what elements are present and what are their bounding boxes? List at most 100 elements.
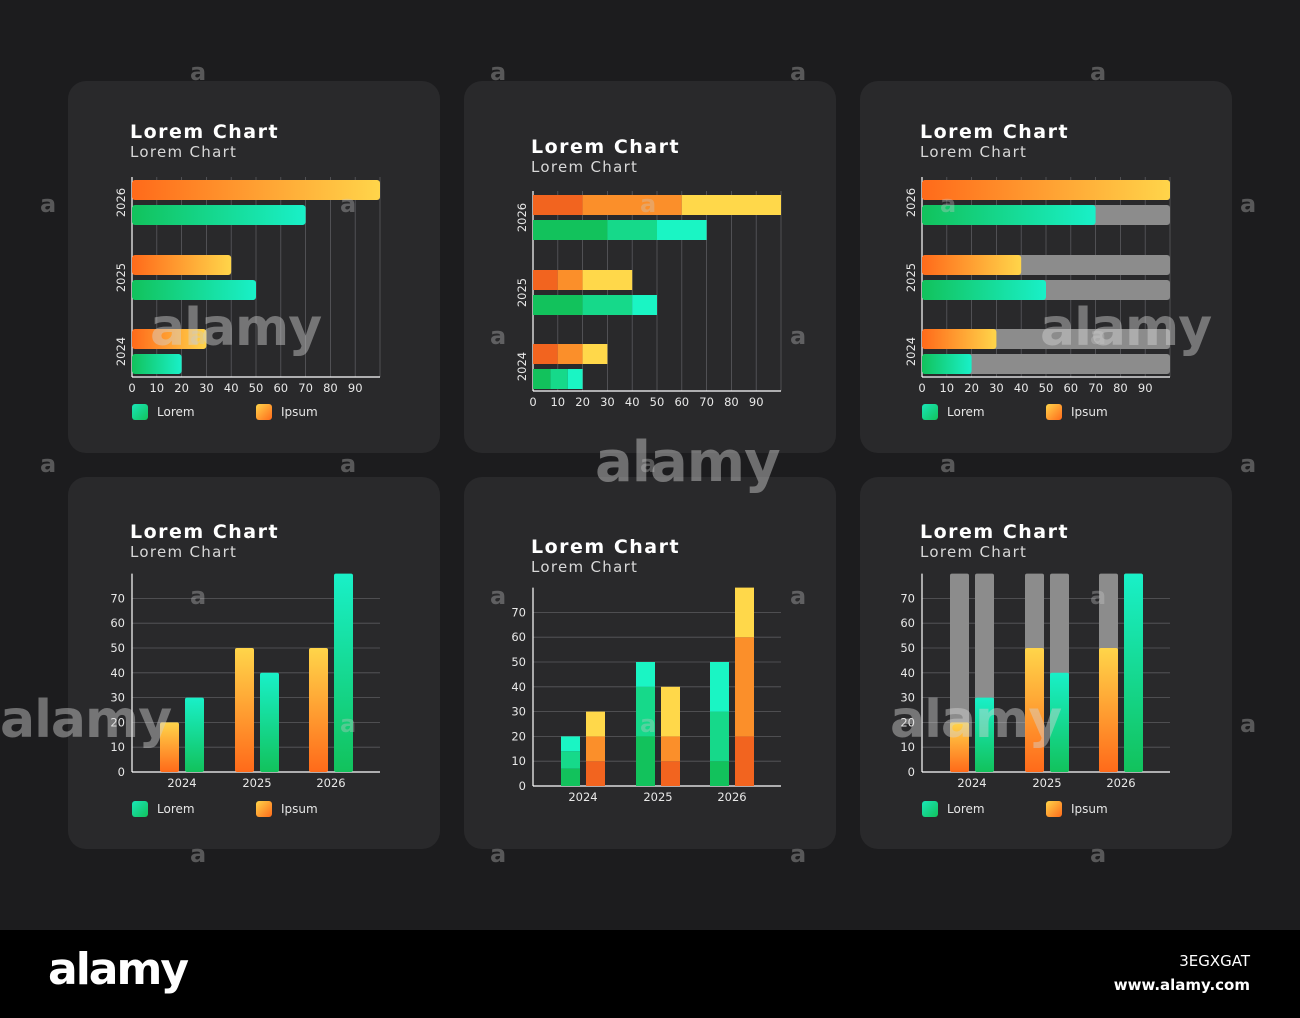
tick-label: 10 (900, 740, 915, 754)
chart-plot: 0 10 20 30 40 50 60 70 80 90 2024 2025 2026 (114, 177, 381, 395)
watermark-mark: a (1240, 450, 1257, 478)
watermark-mark: a (1090, 582, 1107, 610)
bar (922, 255, 1022, 275)
tick-label: 60 (900, 616, 915, 630)
bar-segment (661, 736, 680, 762)
tick-label: 40 (511, 680, 526, 694)
chart-legend: Lorem Ipsum (922, 801, 1170, 817)
watermark-mark: a (190, 582, 207, 610)
legend-item-ipsum: Ipsum (256, 404, 380, 420)
tick-label: 10 (550, 395, 565, 409)
category-label: 2024 (568, 790, 597, 804)
footer-image-id: 3EGXGAT (1179, 952, 1250, 970)
bar-segment (550, 369, 568, 389)
bar-segment (582, 295, 633, 315)
watermark-mark: a (490, 840, 507, 868)
legend-swatch-green (922, 801, 938, 817)
chart-subtitle: Lorem Chart (920, 143, 1028, 161)
bar-segment (561, 768, 580, 786)
watermark-mark: a (340, 710, 357, 738)
chart-card-progress-vertical-bars: Lorem Chart Lorem Chart 0 10 20 30 40 50 60 70 2… (860, 477, 1232, 849)
legend-label: Ipsum (281, 405, 318, 419)
tick-label: 30 (989, 381, 1004, 395)
tick-label: 20 (575, 395, 590, 409)
bar-segment (607, 220, 657, 240)
chart-plot: 0 10 20 30 40 50 60 70 2024 2025 2026 (110, 573, 380, 790)
chart-title: Lorem Chart (130, 521, 280, 543)
tick-label: 60 (273, 381, 288, 395)
bar-segment (561, 751, 580, 769)
bar (922, 329, 997, 349)
tick-label: 0 (908, 765, 915, 779)
bar (309, 648, 328, 772)
watermark-mark: a (790, 58, 807, 86)
bar (132, 180, 380, 200)
tick-label: 20 (174, 381, 189, 395)
tick-label: 40 (625, 395, 640, 409)
tick-label: 60 (110, 616, 125, 630)
tick-label: 50 (249, 381, 264, 395)
chart-plot: 0 10 20 30 40 50 60 70 2024 2025 2026 (511, 587, 781, 804)
chart-title: Lorem Chart (531, 136, 681, 158)
category-label: 2024 (515, 352, 529, 381)
watermark-mark: a (790, 582, 807, 610)
tick-label: 10 (939, 381, 954, 395)
tick-label: 40 (110, 666, 125, 680)
legend-swatch-orange (1046, 404, 1062, 420)
bar (1124, 573, 1143, 772)
tick-label: 30 (600, 395, 615, 409)
footer-url: www.alamy.com (1113, 976, 1250, 994)
watermark-mark: a (640, 450, 657, 478)
watermark-mark: a (190, 58, 207, 86)
chart-legend: Lorem Ipsum (132, 404, 380, 420)
bar (334, 573, 353, 772)
chart-subtitle: Lorem Chart (531, 158, 639, 176)
watermark-mark: a (1090, 58, 1107, 86)
bar (132, 255, 232, 275)
tick-label: 70 (511, 605, 526, 619)
bar-segment (636, 686, 655, 737)
bar-segment (582, 270, 633, 290)
category-label: 2024 (167, 776, 196, 790)
bar-segment (661, 686, 680, 737)
chart-subtitle: Lorem Chart (130, 543, 238, 561)
bar (975, 697, 994, 772)
chart-subtitle: Lorem Chart (531, 558, 639, 576)
tick-label: 70 (298, 381, 313, 395)
bar-segment (735, 637, 754, 737)
tick-label: 20 (900, 715, 915, 729)
tick-label: 40 (1014, 381, 1029, 395)
watermark-mark: a (1090, 840, 1107, 868)
tick-label: 20 (511, 729, 526, 743)
bar-track (922, 354, 1170, 374)
bar (1050, 672, 1069, 772)
tick-label: 90 (749, 395, 764, 409)
chart-card-vertical-bars: Lorem Chart Lorem Chart 0 10 20 30 40 50 60 70 2… (68, 477, 440, 849)
watermark-logo: alamy (595, 430, 781, 495)
bar-segment (533, 344, 558, 364)
legend-label: Lorem (947, 405, 985, 419)
tick-label: 70 (900, 591, 915, 605)
tick-label: 70 (110, 591, 125, 605)
bar (235, 648, 254, 772)
category-label: 2026 (515, 203, 529, 232)
legend-swatch-orange (256, 404, 272, 420)
category-label: 2025 (643, 790, 672, 804)
legend-item-lorem: Lorem (132, 404, 256, 420)
chart-card-horizontal-bars: Lorem Chart Lorem Chart 0 10 20 30 40 50 60 70 8… (68, 81, 440, 453)
tick-label: 10 (110, 740, 125, 754)
bar-segment (661, 761, 680, 786)
legend-item-ipsum: Ipsum (1046, 404, 1170, 420)
chart-title: Lorem Chart (920, 121, 1070, 143)
tick-label: 40 (900, 666, 915, 680)
bar-segment (636, 662, 655, 687)
category-label: 2024 (957, 776, 986, 790)
bar-segment (657, 220, 707, 240)
watermark-mark: a (1240, 710, 1257, 738)
bar (1099, 648, 1118, 772)
bar (185, 697, 204, 772)
legend-swatch-green (132, 801, 148, 817)
tick-label: 50 (1039, 381, 1054, 395)
watermark-mark: a (490, 582, 507, 610)
legend-label: Ipsum (1071, 405, 1108, 419)
